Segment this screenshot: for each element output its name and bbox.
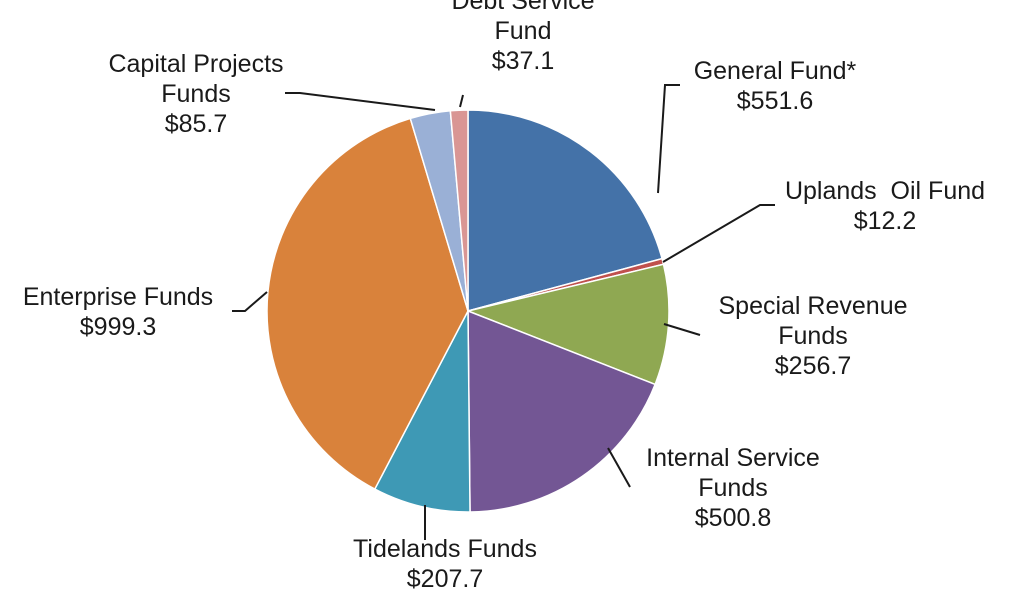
slice-name-label: Funds (161, 80, 230, 108)
leader-lines (232, 84, 775, 540)
slice-name-label: Tidelands Funds (353, 535, 537, 563)
slice-value-label: $37.1 (492, 47, 555, 75)
slice-name-label: Capital Projects (108, 50, 283, 78)
slice-value-label: $551.6 (737, 87, 813, 115)
pie-slice (467, 309, 657, 513)
pie-slices (266, 109, 670, 513)
pie-slice (449, 109, 469, 312)
pie-slice (373, 310, 471, 513)
leader-line (662, 204, 775, 263)
slice-value-label: $85.7 (165, 110, 228, 138)
slice-name-label: Funds (778, 322, 847, 350)
slice-value-label: $256.7 (775, 352, 851, 380)
slice-value-label: $999.3 (80, 313, 156, 341)
leader-line (285, 92, 436, 111)
slice-name-label: Uplands Oil Fund (785, 177, 985, 205)
slice-name-label: Special Revenue (718, 292, 907, 320)
slice-name-label: General Fund* (694, 57, 857, 85)
leader-line (663, 323, 701, 336)
leader-line (232, 291, 268, 312)
slice-name-label: Debt Service (451, 0, 594, 15)
slice-value-label: $207.7 (407, 565, 483, 593)
slice-value-label: $12.2 (854, 207, 917, 235)
slice-name-label: Funds (698, 474, 767, 502)
pie-slice (266, 117, 469, 491)
leader-line (657, 84, 680, 194)
slice-name-label: Fund (495, 17, 552, 45)
pie-slice (467, 109, 663, 312)
slice-labels: General Fund*$551.6 Uplands Oil Fund$12.2… (23, 0, 985, 593)
leader-line (459, 94, 464, 108)
slice-value-label: $500.8 (695, 504, 771, 532)
slice-name-label: Internal Service (646, 444, 820, 472)
slice-name-label: Enterprise Funds (23, 283, 213, 311)
leader-line (607, 447, 631, 488)
